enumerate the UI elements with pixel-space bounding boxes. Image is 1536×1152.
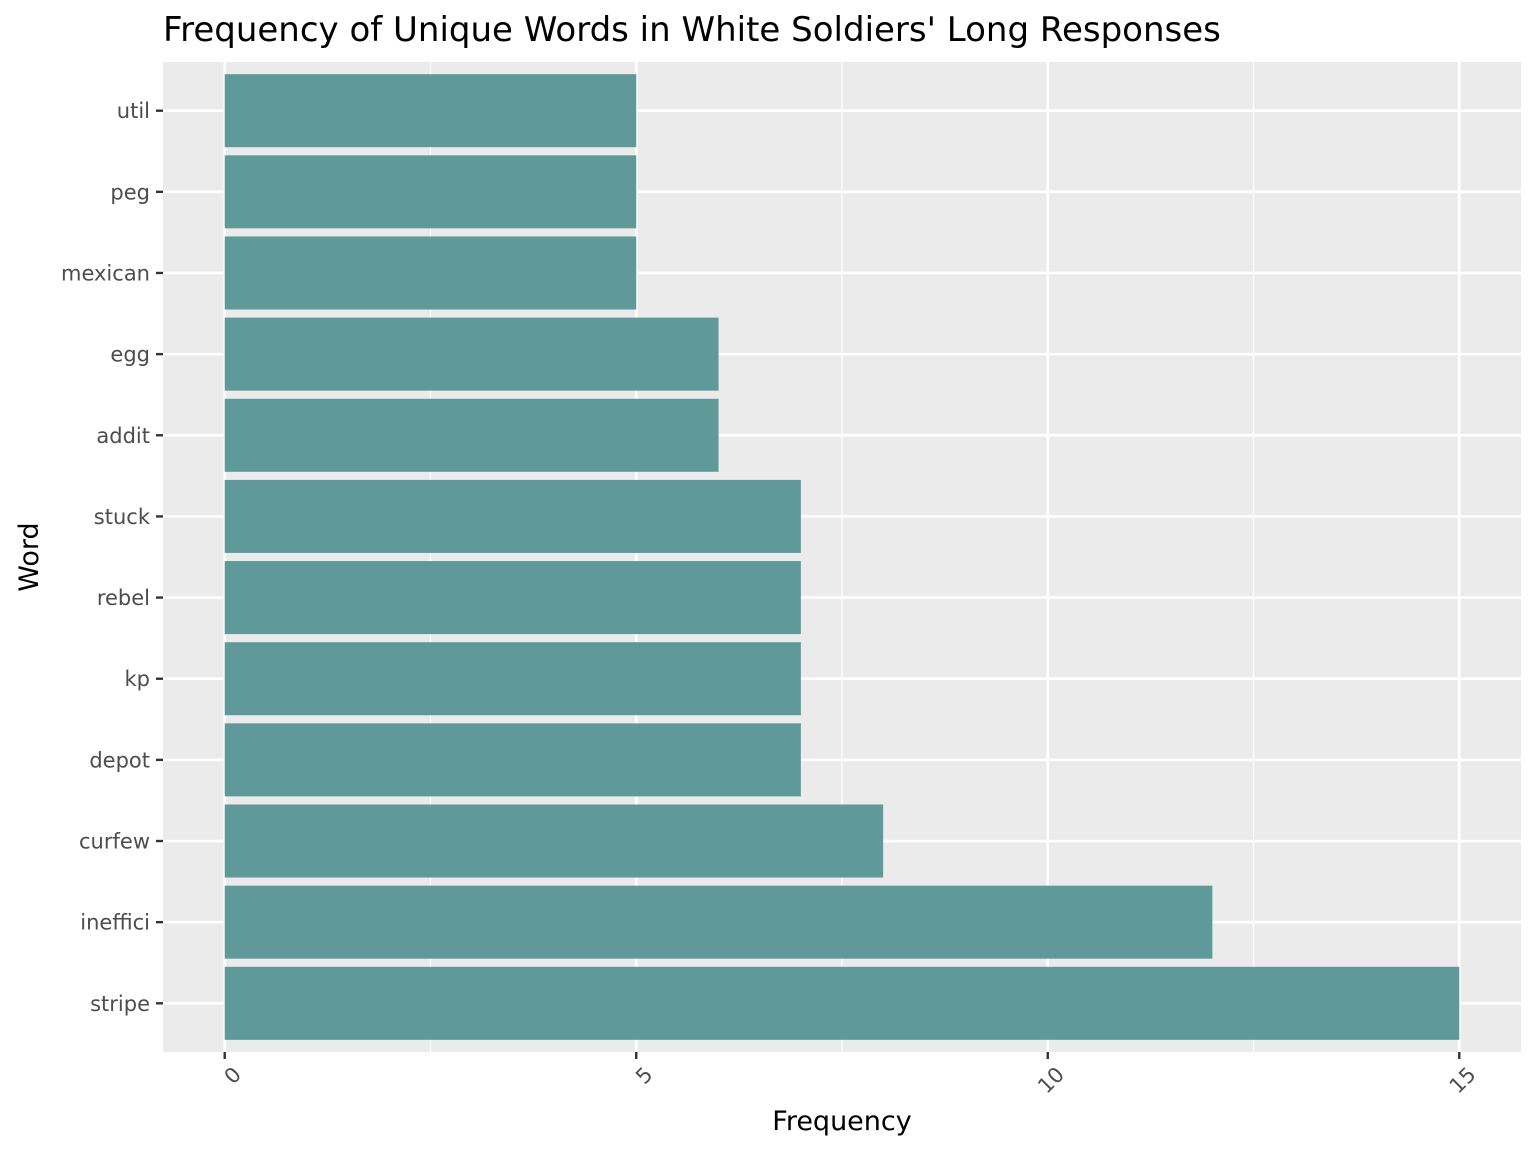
bar-depot [224,723,801,797]
bar-kp [224,642,801,716]
bar-addit [224,398,719,472]
x-tick-label: 10 [1033,1062,1069,1098]
y-tick-label: stuck [94,505,151,529]
y-tick-label: egg [110,343,150,367]
x-axis: 0 5 10 15 [220,1052,1481,1098]
bars [224,74,1460,1040]
y-tick-label: rebel [97,586,150,610]
y-tick-label: addit [96,424,150,448]
x-tick-label: 5 [631,1062,657,1088]
y-tick-label: peg [110,180,150,204]
y-tick-label: stripe [90,992,150,1016]
x-tick-label: 15 [1445,1062,1481,1098]
bar-ineffici [224,885,1213,959]
bar-peg [224,155,637,229]
bar-stripe [224,966,1460,1040]
chart-title: Frequency of Unique Words in White Soldi… [163,10,1221,50]
bar-stuck [224,479,801,553]
bar-egg [224,317,719,391]
y-axis-title: Word [14,522,45,591]
y-axis: util peg mexican egg addit stuck rebel kp depot c… [61,99,163,1016]
y-tick-label: kp [125,667,151,691]
y-tick-label: util [117,99,150,123]
y-tick-label: depot [89,748,150,772]
y-tick-label: curfew [79,830,150,854]
x-tick-label: 0 [220,1062,246,1088]
bar-rebel [224,561,801,635]
bar-mexican [224,236,637,310]
y-tick-label: ineffici [80,911,150,935]
bar-util [224,74,637,148]
bar-curfew [224,804,884,878]
x-axis-title: Frequency [772,1106,912,1137]
y-tick-label: mexican [61,261,150,285]
